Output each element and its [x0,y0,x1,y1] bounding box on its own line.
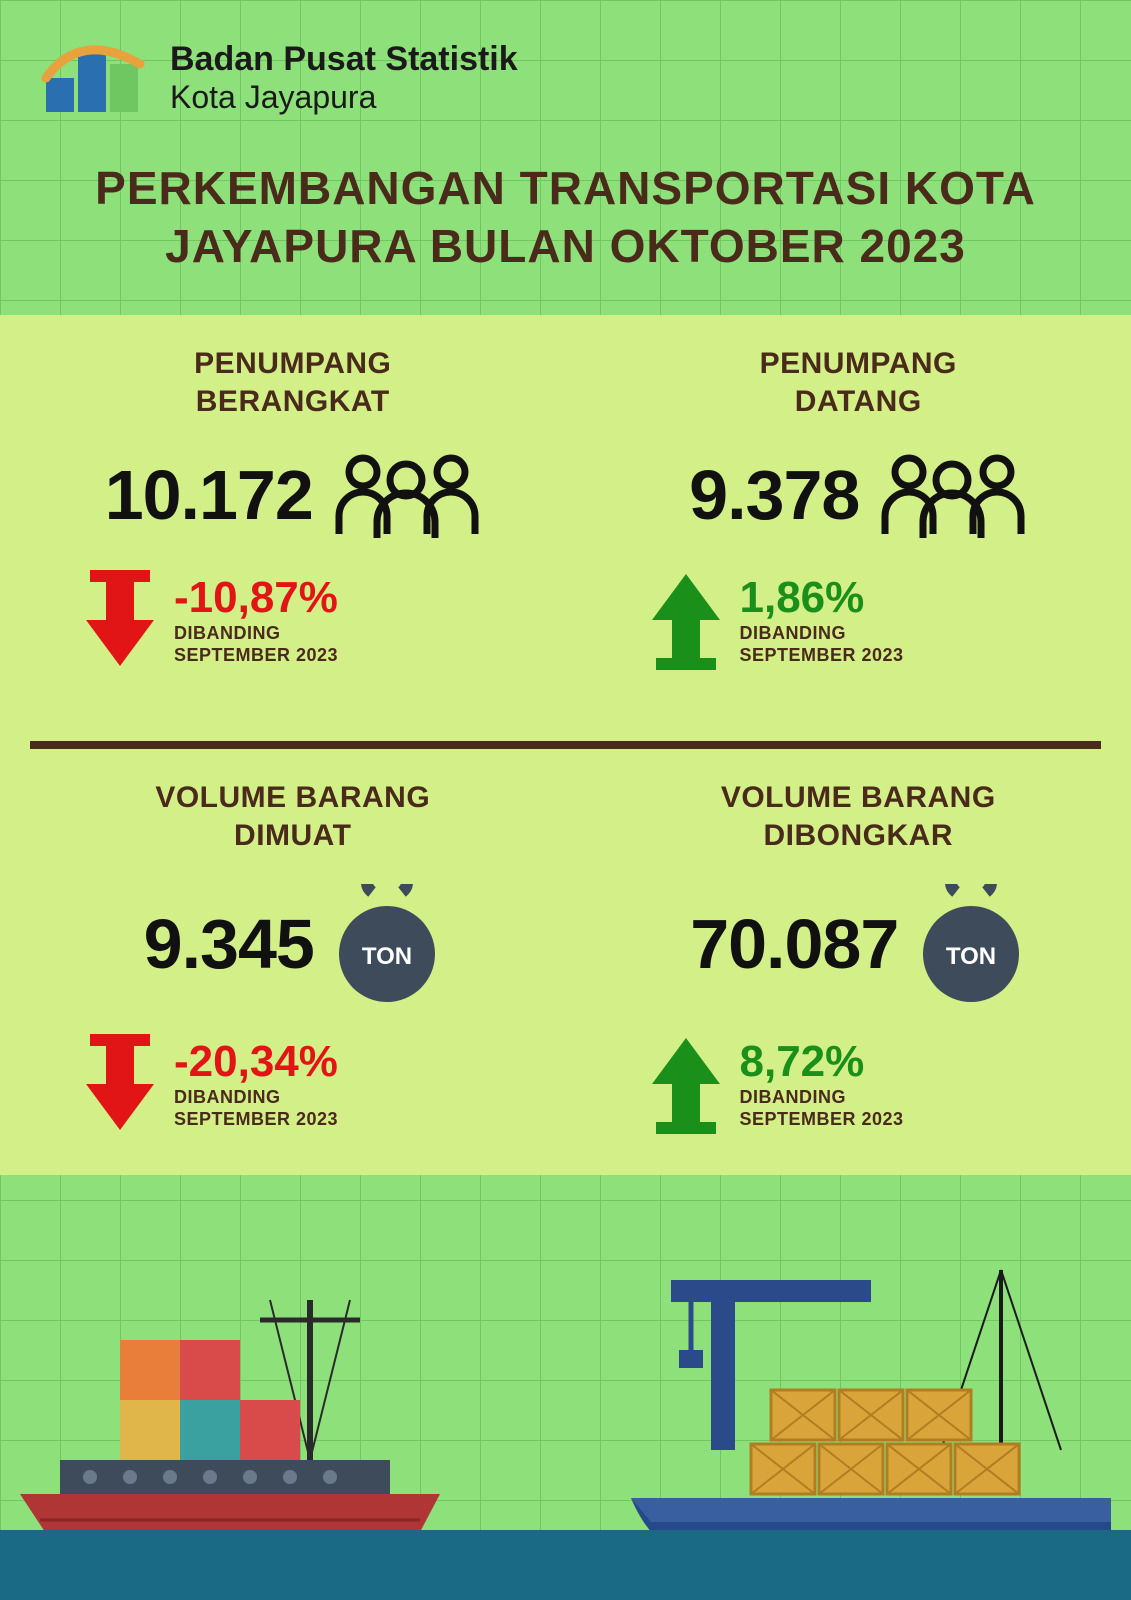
stat-arrive-compare: DIBANDING SEPTEMBER 2023 [740,623,904,666]
footer-illustration [0,1200,1131,1600]
stat-unloaded-compare: DIBANDING SEPTEMBER 2023 [740,1087,904,1130]
arrow-down-icon [80,1034,160,1134]
arrow-up-icon [646,570,726,670]
cargo-row: VOLUME BARANG DIMUAT 9.345 TON -20,3 [0,749,1131,1175]
org-name-line2: Kota Jayapura [170,79,518,116]
stat-depart-pct: -10,87% [174,573,338,623]
stat-unloaded-change: 8,72% DIBANDING SEPTEMBER 2023 [646,1034,904,1134]
svg-text:TON: TON [362,943,412,970]
arrow-up-icon [646,1034,726,1134]
org-name-line1: Badan Pusat Statistik [170,40,518,79]
stat-unloaded-pct: 8,72% [740,1037,904,1087]
weight-icon: TON [332,884,442,1004]
people-icon [877,450,1027,540]
stat-depart-value-row: 10.172 [105,450,481,540]
stat-unloaded-title: VOLUME BARANG DIBONGKAR [721,779,996,854]
stats-panel: PENUMPANG BERANGKAT 10.172 [0,315,1131,1175]
stat-unloaded-value: 70.087 [690,904,898,984]
stat-depart-compare: DIBANDING SEPTEMBER 2023 [174,623,338,666]
stat-unloaded-value-row: 70.087 TON [690,884,1026,1004]
stat-arrive: PENUMPANG DATANG 9.378 [566,315,1131,741]
people-icon [331,450,481,540]
water [0,1530,1131,1600]
stat-depart: PENUMPANG BERANGKAT 10.172 [0,315,566,741]
stat-loaded-compare: DIBANDING SEPTEMBER 2023 [174,1087,338,1130]
stat-loaded-pct: -20,34% [174,1037,338,1087]
divider [30,741,1101,749]
stat-arrive-title: PENUMPANG DATANG [760,345,957,420]
stat-loaded-value-row: 9.345 TON [144,884,442,1004]
org-name: Badan Pusat Statistik Kota Jayapura [170,40,518,116]
weight-icon: TON [916,884,1026,1004]
header: Badan Pusat Statistik Kota Jayapura [0,0,1131,135]
main-title: PERKEMBANGAN TRANSPORTASI KOTA JAYAPURA … [0,135,1131,315]
svg-text:TON: TON [946,943,996,970]
stat-arrive-pct: 1,86% [740,573,904,623]
stat-depart-title: PENUMPANG BERANGKAT [194,345,391,420]
stat-loaded-title: VOLUME BARANG DIMUAT [155,779,430,854]
stat-arrive-value-row: 9.378 [689,450,1027,540]
stat-loaded-change: -20,34% DIBANDING SEPTEMBER 2023 [80,1034,338,1134]
stat-arrive-change: 1,86% DIBANDING SEPTEMBER 2023 [646,570,904,670]
bps-logo-icon [40,30,150,125]
stat-depart-change: -10,87% DIBANDING SEPTEMBER 2023 [80,570,338,670]
passengers-row: PENUMPANG BERANGKAT 10.172 [0,315,1131,741]
stat-arrive-value: 9.378 [689,455,859,535]
stat-unloaded: VOLUME BARANG DIBONGKAR 70.087 TON 8 [566,749,1131,1175]
arrow-down-icon [80,570,160,670]
stat-loaded: VOLUME BARANG DIMUAT 9.345 TON -20,3 [0,749,566,1175]
stat-depart-value: 10.172 [105,455,313,535]
stat-loaded-value: 9.345 [144,904,314,984]
